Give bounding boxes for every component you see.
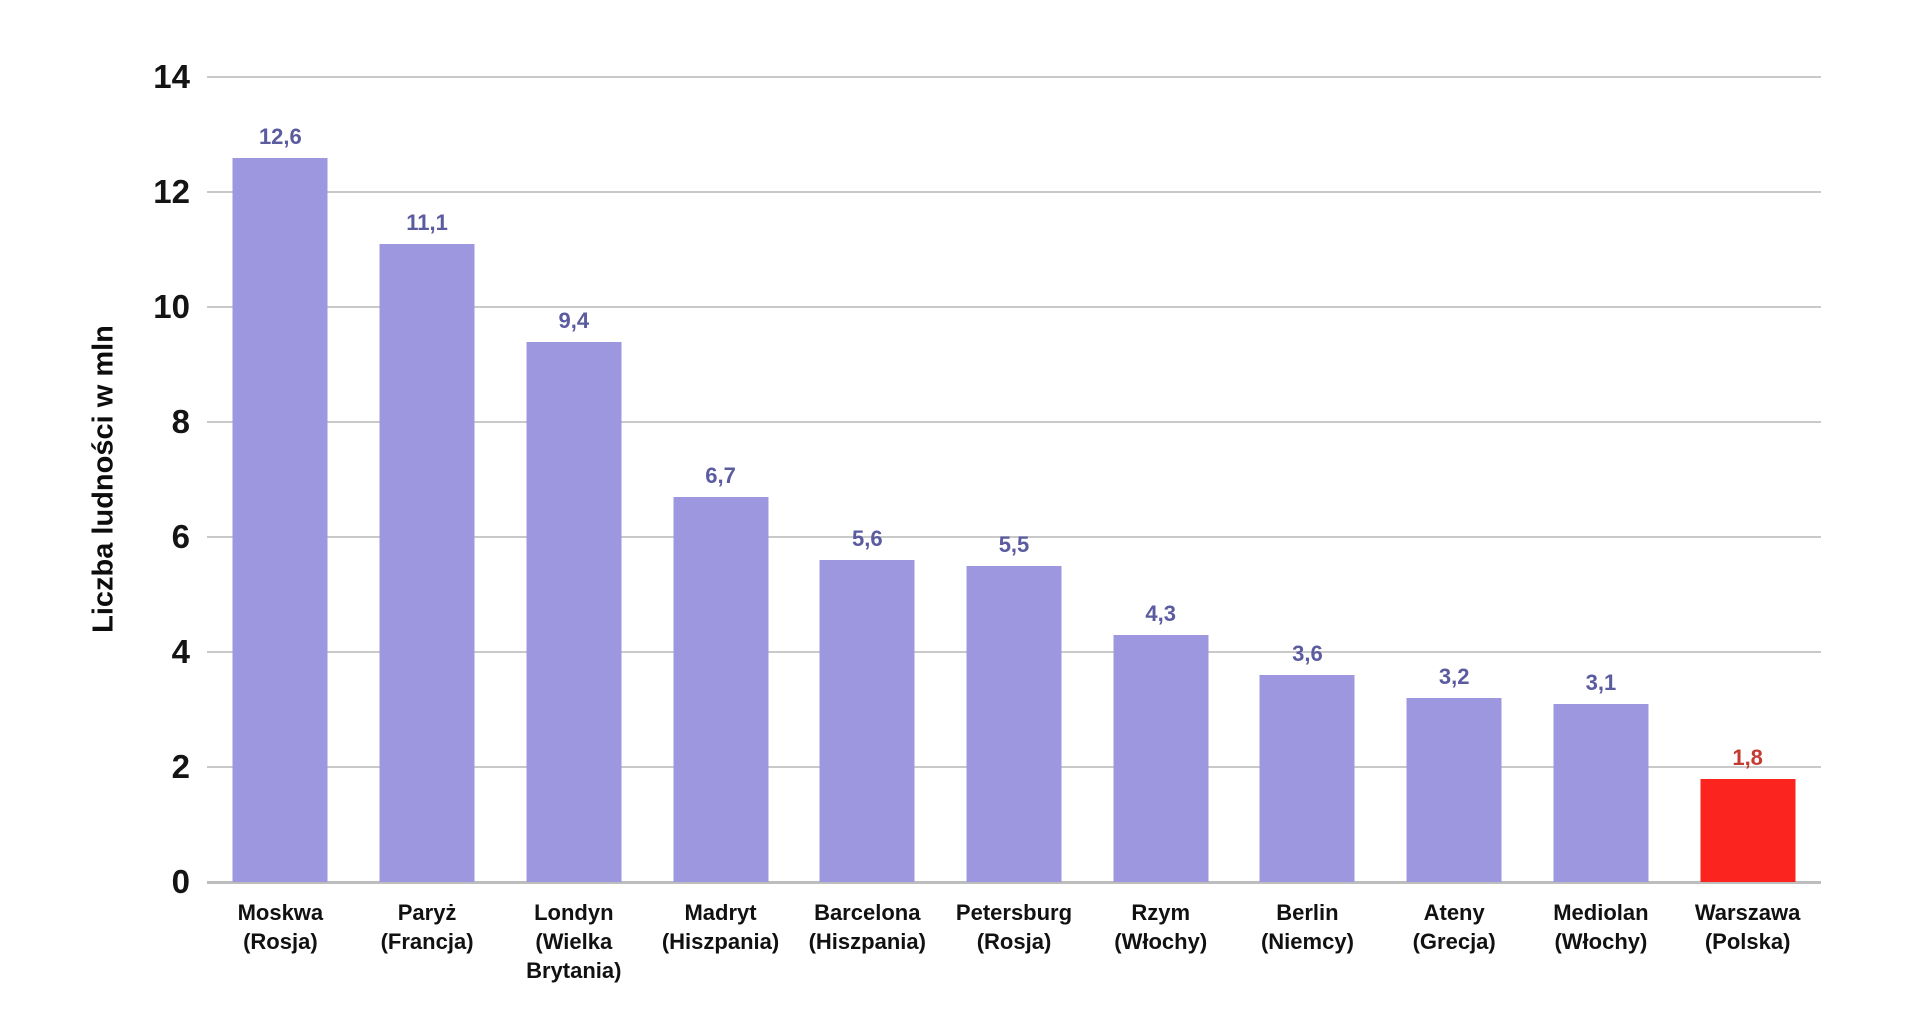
y-tick-label: 14 [153,58,190,95]
bar-group: 4,3 Rzym (Włochy) [1087,77,1234,954]
gridline [207,76,1821,78]
y-tick-label: 4 [171,633,190,670]
x-axis-label: Moskwa (Rosja) [237,900,324,954]
bar-group: 3,2 Ateny (Grecja) [1381,77,1528,954]
bar-group: 9,4 Londyn (Wielka Brytania) [500,77,647,984]
y-tick-label: 6 [171,518,190,555]
bar-value-label: 9,4 [558,307,590,333]
plot-area: 12,6 Moskwa (Rosja) 11,1 Paryż (Francja) 9,4… [207,76,1821,984]
gridline [207,191,1821,193]
bar-value-label: 12,6 [258,123,302,149]
bar-value-label: 5,5 [998,531,1030,557]
y-axis-title: Liczba ludności w mln [87,325,120,633]
bar [1553,703,1649,882]
x-axis-label: Petersburg (Rosja) [955,900,1073,954]
x-axis-label: Berlin (Niemcy) [1260,900,1354,954]
x-axis-label: Londyn (Wielka Brytania) [526,900,622,983]
bar-value-label: 1,8 [1732,744,1763,770]
bar [232,157,328,882]
bar-value-label: 3,2 [1438,664,1470,689]
x-axis-label: Paryż (Francja) [380,900,474,954]
y-tick-label: 0 [171,863,190,900]
x-axis-label: Madryt (Hiszpania) [661,900,780,954]
bar-group: 11,1 Paryż (Francja) [354,77,501,954]
bar-highlighted [1700,778,1796,882]
bar [1406,698,1502,882]
gridline [207,306,1821,308]
y-tick-label: 8 [171,403,190,440]
bar-value-label: 4,3 [1145,600,1177,626]
bar-value-label: 3,1 [1585,669,1617,695]
gridline [207,536,1821,538]
x-axis-label: Barcelona (Hiszpania) [808,900,926,954]
bar [819,560,915,882]
y-tick-label: 12 [153,173,190,210]
bar-group: 3,1 Mediolan (Włochy) [1528,77,1675,954]
gridline [207,421,1821,423]
bar-value-label: 3,6 [1292,641,1323,666]
y-tick-label: 10 [153,288,190,325]
bar-group: 12,6 Moskwa (Rosja) [207,77,354,954]
bar-group: 1,8 Warszawa (Polska) [1674,77,1821,955]
bar-group: 3,6 Berlin (Niemcy) [1234,77,1381,954]
bar [379,243,475,882]
bar-value-label: 11,1 [406,209,448,235]
bar-group: 5,6 Barcelona (Hiszpania) [794,77,941,954]
x-axis-label: Ateny (Grecja) [1412,900,1496,954]
x-axis-label: Rzym (Włochy) [1114,900,1208,954]
x-axis-label: Warszawa (Polska) [1694,900,1801,954]
x-axis-line [207,880,1821,884]
bar [673,496,769,882]
bar-group: 6,7 Madryt (Hiszpania) [647,77,794,954]
y-tick-label: 2 [171,748,190,785]
bar [1259,675,1355,882]
bar [526,341,622,882]
bar-group: 5,5 Petersburg (Rosja) [941,77,1088,954]
bar-value-label: 6,7 [705,462,736,488]
bar [1113,634,1209,882]
x-axis-label: Mediolan (Włochy) [1553,900,1649,954]
bar [966,565,1062,882]
bar-value-label: 5,6 [851,526,883,551]
